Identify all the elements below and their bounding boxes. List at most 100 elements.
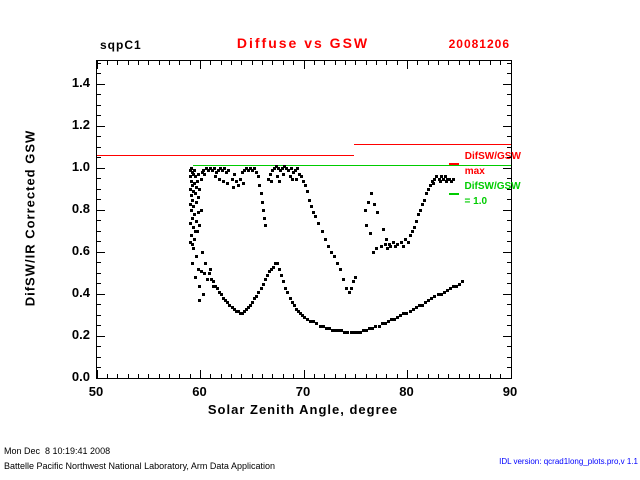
data-point bbox=[439, 293, 443, 297]
data-point bbox=[449, 179, 453, 183]
data-point bbox=[191, 183, 195, 187]
data-point bbox=[199, 209, 203, 213]
x-tick bbox=[189, 61, 191, 65]
x-tick bbox=[386, 61, 388, 65]
x-tick bbox=[386, 374, 388, 378]
x-tick bbox=[438, 374, 440, 378]
y-tick bbox=[97, 209, 105, 211]
data-point bbox=[411, 307, 415, 311]
data-point bbox=[245, 167, 249, 171]
data-point bbox=[211, 284, 215, 288]
data-point bbox=[442, 290, 446, 294]
data-point bbox=[406, 240, 410, 244]
data-point bbox=[383, 242, 387, 246]
data-point bbox=[197, 196, 201, 200]
data-point bbox=[388, 244, 392, 248]
data-point bbox=[290, 177, 294, 181]
data-point bbox=[240, 171, 244, 175]
data-point bbox=[277, 167, 281, 171]
data-point bbox=[262, 217, 266, 221]
x-tick bbox=[303, 370, 305, 378]
data-point bbox=[241, 181, 245, 185]
data-point bbox=[431, 179, 435, 183]
data-point bbox=[263, 223, 267, 227]
data-point bbox=[291, 171, 295, 175]
y-tick bbox=[97, 377, 105, 379]
x-tick bbox=[282, 61, 284, 65]
data-point bbox=[353, 276, 357, 280]
x-tick bbox=[427, 374, 429, 378]
x-tick bbox=[96, 370, 98, 378]
data-point bbox=[249, 303, 253, 307]
data-point bbox=[355, 330, 359, 334]
data-point bbox=[324, 326, 328, 330]
data-point bbox=[197, 267, 201, 271]
data-point bbox=[199, 269, 203, 273]
legend-label-unity: DifSW/GSW = 1.0 bbox=[464, 181, 521, 207]
x-tick bbox=[438, 61, 440, 65]
data-point bbox=[381, 227, 385, 231]
y-tick-label: 1.2 bbox=[71, 117, 90, 133]
data-point bbox=[389, 318, 393, 322]
x-tick bbox=[469, 61, 471, 65]
data-point bbox=[189, 202, 193, 206]
data-point bbox=[299, 175, 303, 179]
data-point bbox=[412, 225, 416, 229]
y-tick bbox=[503, 251, 511, 253]
data-point bbox=[290, 301, 294, 305]
data-point bbox=[220, 293, 224, 297]
x-tick-label: 90 bbox=[502, 384, 518, 399]
y-tick-label: 0.2 bbox=[71, 327, 90, 342]
timestamp-text: Mon Dec 8 10:19:41 2008 bbox=[4, 446, 111, 456]
x-tick bbox=[344, 374, 346, 378]
data-point bbox=[281, 167, 285, 171]
organization-text: Battelle Pacific Northwest National Labo… bbox=[4, 461, 275, 471]
data-point bbox=[351, 280, 355, 284]
data-point bbox=[394, 244, 398, 248]
x-tick bbox=[313, 374, 315, 378]
data-point bbox=[231, 185, 235, 189]
x-tick bbox=[148, 61, 150, 65]
data-point bbox=[236, 183, 240, 187]
data-point bbox=[191, 217, 195, 221]
page-title: Diffuse vs GSW bbox=[236, 35, 370, 51]
data-point bbox=[345, 286, 349, 290]
x-tick bbox=[355, 61, 357, 65]
x-tick-label: 60 bbox=[192, 384, 207, 399]
data-point bbox=[234, 309, 238, 313]
data-point bbox=[408, 234, 412, 238]
data-point bbox=[217, 169, 221, 173]
y-tick bbox=[97, 115, 101, 117]
data-point bbox=[223, 167, 227, 171]
data-point bbox=[342, 278, 346, 282]
data-point bbox=[224, 299, 228, 303]
y-tick bbox=[97, 220, 101, 222]
y-tick bbox=[507, 346, 511, 347]
data-point bbox=[304, 183, 308, 187]
data-point bbox=[245, 307, 249, 311]
data-point bbox=[195, 185, 199, 189]
date-label: 20081206 bbox=[448, 37, 510, 51]
data-point bbox=[194, 230, 198, 234]
data-point bbox=[396, 316, 400, 320]
data-point bbox=[329, 251, 333, 255]
x-tick bbox=[210, 374, 212, 378]
data-point bbox=[204, 167, 208, 171]
x-tick bbox=[200, 370, 201, 378]
data-point bbox=[297, 173, 301, 177]
data-point bbox=[266, 177, 270, 181]
data-point bbox=[424, 301, 428, 305]
x-tick bbox=[479, 61, 481, 65]
data-point bbox=[218, 290, 222, 294]
data-point bbox=[314, 215, 318, 219]
x-tick bbox=[293, 61, 295, 65]
y-tick bbox=[97, 167, 105, 169]
x-tick bbox=[375, 374, 377, 378]
data-point bbox=[294, 177, 298, 181]
data-point bbox=[191, 171, 195, 175]
x-tick bbox=[334, 374, 336, 378]
y-tick bbox=[97, 83, 105, 85]
data-point bbox=[320, 230, 324, 234]
data-point bbox=[242, 169, 246, 173]
